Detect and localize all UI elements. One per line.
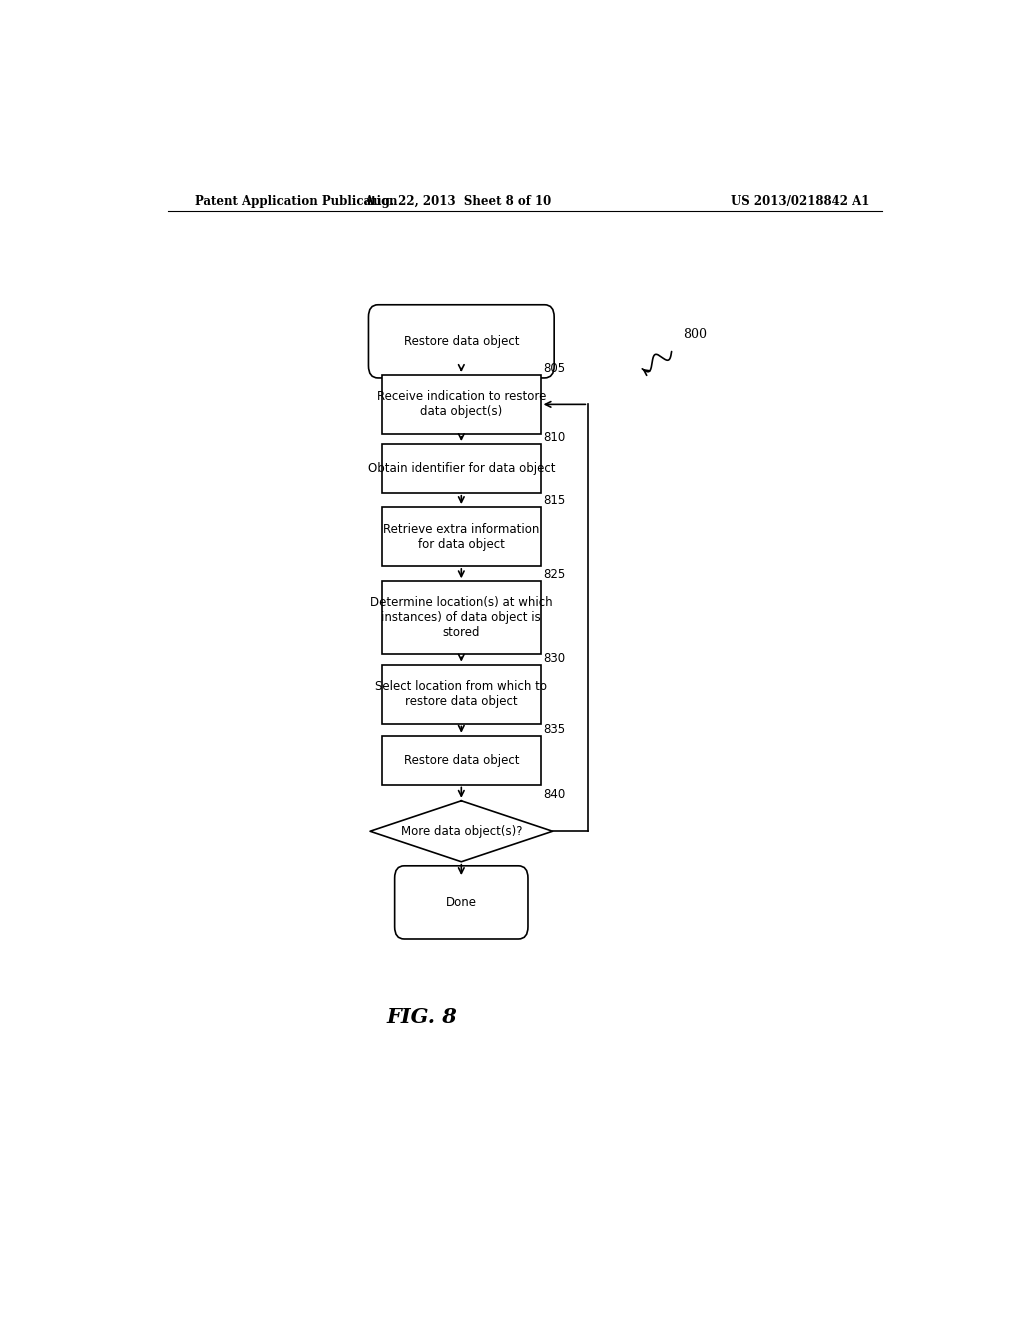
Text: 800: 800 [684,329,708,342]
Text: 815: 815 [543,494,565,507]
Bar [382,581,541,655]
Polygon shape [370,801,553,862]
Text: 805: 805 [543,362,565,375]
Text: 840: 840 [543,788,565,801]
Text: Done: Done [445,896,477,909]
Text: Patent Application Publication: Patent Application Publication [196,194,398,207]
Text: Select location from which to
restore data object: Select location from which to restore da… [376,680,547,708]
Text: US 2013/0218842 A1: US 2013/0218842 A1 [731,194,869,207]
Text: Determine location(s) at which
instances) of data object is
stored: Determine location(s) at which instances… [370,597,553,639]
Text: Receive indication to restore
data object(s): Receive indication to restore data objec… [377,391,546,418]
Text: Aug. 22, 2013  Sheet 8 of 10: Aug. 22, 2013 Sheet 8 of 10 [364,194,551,207]
FancyBboxPatch shape [394,866,528,939]
Bar [382,664,541,723]
Text: Restore data object: Restore data object [403,335,519,348]
Text: 835: 835 [543,723,565,735]
Text: 825: 825 [543,568,565,581]
Text: Retrieve extra information
for data object: Retrieve extra information for data obje… [383,523,540,550]
FancyBboxPatch shape [369,305,554,378]
Bar [382,375,541,434]
Bar [382,444,541,492]
Bar [382,735,541,784]
Text: Obtain identifier for data object: Obtain identifier for data object [368,462,555,475]
Bar [382,507,541,566]
Text: 810: 810 [543,432,565,444]
Text: Restore data object: Restore data object [403,754,519,767]
Text: More data object(s)?: More data object(s)? [400,825,522,838]
Text: FIG. 8: FIG. 8 [386,1007,457,1027]
Text: 830: 830 [543,652,565,664]
